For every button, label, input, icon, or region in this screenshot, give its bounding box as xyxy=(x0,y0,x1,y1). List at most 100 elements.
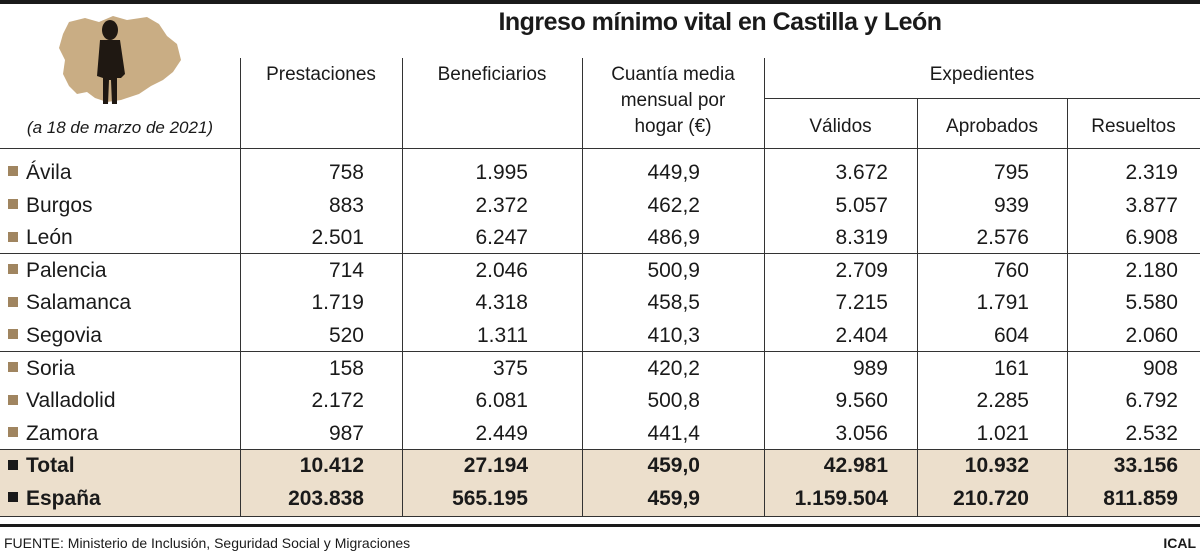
table-cell: 7.215 xyxy=(835,291,888,315)
row-label: España xyxy=(8,482,101,515)
table-cell: 2.285 xyxy=(976,389,1029,413)
square-bullet-icon xyxy=(8,459,18,470)
table-cell: 2.576 xyxy=(976,226,1029,250)
table-cell: 939 xyxy=(993,193,1029,217)
row-label: Zamora xyxy=(8,417,98,450)
totals-background xyxy=(0,449,1200,516)
table-cell: 1.021 xyxy=(976,421,1029,445)
table-cell: 6.247 xyxy=(475,226,528,250)
table-cell: 2.180 xyxy=(1125,258,1178,282)
table-cell: 486,9 xyxy=(647,226,700,250)
column-divider xyxy=(582,58,583,516)
header-cuantia-line: hogar (€) xyxy=(634,116,712,137)
table-cell: 2.404 xyxy=(835,324,888,347)
square-bullet-icon xyxy=(8,362,18,373)
table-cell: 42.981 xyxy=(823,454,888,478)
row-label: Burgos xyxy=(8,189,93,222)
table-cell: 2.501 xyxy=(311,226,364,250)
table-cell: 1.995 xyxy=(475,161,528,184)
table-cell: 161 xyxy=(993,356,1029,380)
row-label: Soria xyxy=(8,352,75,385)
header-cuantia-line: mensual por xyxy=(620,90,726,111)
row-name: Soria xyxy=(26,356,76,380)
header-cuantia-line: Cuantía media xyxy=(611,64,735,85)
row-name: España xyxy=(26,487,101,510)
table-cell: 10.932 xyxy=(964,454,1029,478)
table-row: Valladolid 2.172 6.081 500,8 9.560 2.285 6.792 xyxy=(0,384,1200,417)
table-cell: 459,0 xyxy=(647,454,700,478)
table-cell: 565.195 xyxy=(452,487,528,510)
table-cell: 520 xyxy=(328,324,364,347)
table-cell: 883 xyxy=(328,193,364,217)
table-row: Soria 158 375 420,2 989 161 908 xyxy=(0,352,1200,385)
expedientes-divider xyxy=(764,98,1200,99)
table-row: Ávila 758 1.995 449,9 3.672 795 2.319 xyxy=(0,156,1200,189)
castilla-leon-map-logo xyxy=(59,16,181,104)
table-cell: 1.791 xyxy=(976,291,1029,315)
footer-rule xyxy=(0,524,1200,527)
table-cell: 458,5 xyxy=(647,291,700,315)
table-cell: 795 xyxy=(993,161,1029,184)
table-cell: 989 xyxy=(852,356,888,380)
table-cell: 420,2 xyxy=(647,356,700,380)
row-name: Segovia xyxy=(26,324,102,347)
table-cell: 2.172 xyxy=(311,389,364,413)
table-cell: 210.720 xyxy=(953,487,1029,510)
table-cell: 5.580 xyxy=(1125,291,1178,315)
table-cell: 760 xyxy=(993,258,1029,282)
row-label: Palencia xyxy=(8,254,107,287)
table-cell: 500,9 xyxy=(647,258,700,282)
table-cell: 908 xyxy=(1142,356,1178,380)
table-cell: 33.156 xyxy=(1113,454,1178,478)
table-row: Palencia 714 2.046 500,9 2.709 760 2.180 xyxy=(0,254,1200,287)
table-cell: 1.719 xyxy=(311,291,364,315)
date-note: (a 18 de marzo de 2021) xyxy=(26,118,214,137)
table-cell: 2.449 xyxy=(475,421,528,445)
row-label: León xyxy=(8,221,73,254)
table-cell: 2.532 xyxy=(1125,421,1178,445)
row-name: Zamora xyxy=(26,421,99,445)
column-divider xyxy=(1067,98,1068,516)
table-cell: 27.194 xyxy=(463,454,528,478)
row-name: Palencia xyxy=(26,258,107,282)
row-label: Segovia xyxy=(8,319,102,352)
table-cell: 462,2 xyxy=(647,193,700,217)
square-bullet-icon xyxy=(8,427,18,438)
table-cell: 10.412 xyxy=(299,454,364,478)
table-row: Segovia 520 1.311 410,3 2.404 604 2.060 xyxy=(0,319,1200,352)
table-cell: 6.792 xyxy=(1125,389,1178,413)
bottom-rule xyxy=(0,516,1200,517)
header-beneficiarios: Beneficiarios xyxy=(437,64,547,85)
header-cuantia: Cuantía media mensual por hogar (€) xyxy=(582,62,764,140)
table-row: Salamanca 1.719 4.318 458,5 7.215 1.791 5.580 xyxy=(0,286,1200,319)
table-cell: 3.877 xyxy=(1125,193,1178,217)
table-cell: 6.081 xyxy=(475,389,528,413)
table-cell: 2.046 xyxy=(475,258,528,282)
table-cell: 203.838 xyxy=(288,487,364,510)
header-resueltos: Resueltos xyxy=(1091,116,1176,137)
square-bullet-icon xyxy=(8,296,18,307)
table-cell: 714 xyxy=(328,258,364,282)
total-row: Total 10.412 27.194 459,0 42.981 10.932 33.156 xyxy=(0,449,1200,482)
page-title: Ingreso mínimo vital en Castilla y León xyxy=(498,8,942,36)
column-divider xyxy=(240,58,241,516)
table-cell: 811.859 xyxy=(1103,487,1178,510)
table-cell: 2.372 xyxy=(475,193,528,217)
source-note: FUENTE: Ministerio de Inclusión, Segurid… xyxy=(4,535,411,551)
header-validos: Válidos xyxy=(809,116,872,137)
square-bullet-icon xyxy=(8,166,18,177)
square-bullet-icon xyxy=(8,394,18,405)
table-cell: 5.057 xyxy=(835,193,888,217)
table-cell: 375 xyxy=(492,356,528,380)
table-cell: 758 xyxy=(328,161,364,184)
table-row: Burgos 883 2.372 462,2 5.057 939 3.877 xyxy=(0,189,1200,222)
group-rule xyxy=(0,449,1200,450)
table-row: Zamora 987 2.449 441,4 3.056 1.021 2.532 xyxy=(0,417,1200,450)
table-cell: 1.311 xyxy=(477,324,528,347)
top-rule xyxy=(0,0,1200,4)
row-name: Ávila xyxy=(26,161,72,184)
table-cell: 8.319 xyxy=(835,226,888,250)
header-rule xyxy=(0,148,1200,149)
table-cell: 9.560 xyxy=(835,389,888,413)
square-bullet-icon xyxy=(8,231,18,242)
